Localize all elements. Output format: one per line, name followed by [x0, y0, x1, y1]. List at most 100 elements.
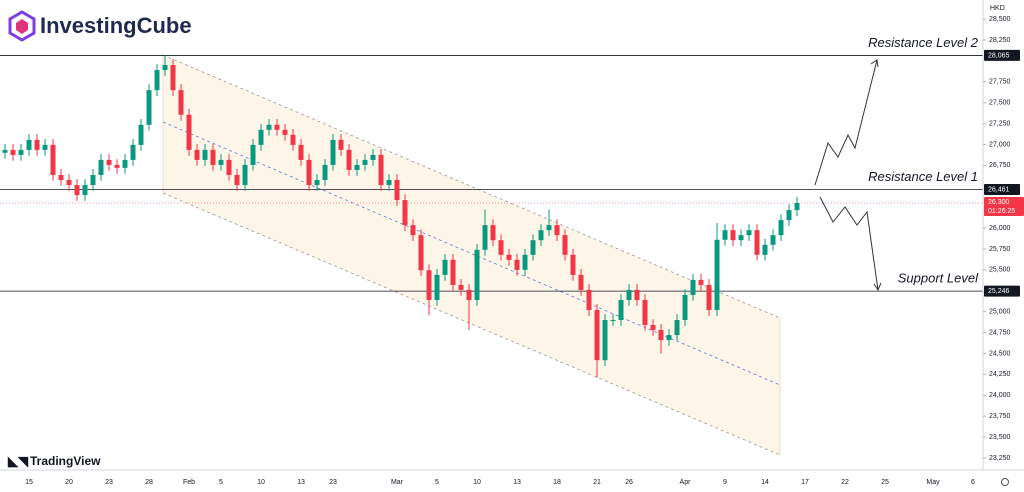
candle-body	[394, 179, 400, 201]
x-tick-label: 18	[553, 479, 561, 486]
candle-body	[370, 154, 376, 160]
y-tick-label: 25,000	[989, 309, 1011, 316]
candle-body	[730, 230, 736, 241]
candle-body	[378, 154, 384, 186]
currency: HKD	[990, 5, 1005, 12]
candle-body	[762, 244, 768, 255]
candle-body	[410, 225, 416, 236]
y-tick-label: 27,750	[989, 79, 1011, 86]
candle-body	[426, 270, 432, 300]
candle-body	[626, 289, 632, 300]
candle-body	[322, 164, 328, 180]
candle-body	[458, 284, 464, 290]
candle-body	[146, 90, 152, 125]
candle-body	[114, 164, 120, 168]
brand-logo: InvestingCube	[8, 10, 192, 42]
candle-body	[194, 149, 200, 160]
level-badge-label: 26,461	[988, 186, 1010, 193]
candle-body	[442, 259, 448, 275]
x-tick-label: 23	[105, 479, 113, 486]
candle-body	[122, 159, 128, 168]
x-tick-label: 15	[25, 479, 33, 486]
candle-body	[330, 139, 336, 165]
candle-body	[226, 159, 232, 175]
candle-body	[658, 330, 664, 341]
x-tick-label: 6	[971, 479, 975, 486]
x-tick-label: 26	[625, 479, 633, 486]
candle-body	[258, 129, 264, 145]
y-tick-label: 25,500	[989, 267, 1011, 274]
level-badge-label: 28,065	[988, 52, 1010, 59]
x-tick-label: 20	[65, 479, 73, 486]
candle-body	[98, 159, 104, 175]
candle-body	[274, 124, 280, 130]
candle-body	[586, 289, 592, 310]
level-badge-label: 25,246	[988, 288, 1010, 295]
candle-body	[154, 70, 160, 91]
candle-body	[690, 279, 696, 295]
candle-body	[722, 230, 728, 240]
tv-icon: ◣◥	[7, 453, 29, 468]
y-tick-label: 23,750	[989, 413, 1011, 420]
x-tick-label: 10	[257, 479, 265, 486]
candle-body	[186, 114, 192, 150]
projection-down	[819, 196, 879, 291]
levels: Resistance Level 2 Resistance Level 1 Supp…	[0, 35, 983, 292]
candle-body	[666, 335, 672, 341]
candle-body	[746, 230, 752, 236]
candle-body	[162, 65, 168, 71]
watermark: ◣◥ TradingView	[7, 453, 101, 468]
candle-body	[138, 124, 144, 145]
candle-body	[290, 134, 296, 145]
y-tick-label: 28,500	[989, 16, 1011, 23]
candle-body	[482, 225, 488, 250]
candle-body	[498, 240, 504, 255]
candle-body	[130, 144, 136, 160]
candle-body	[298, 144, 304, 160]
y-tick-label: 24,500	[989, 350, 1011, 357]
candle-body	[170, 65, 176, 91]
candle-body	[674, 320, 680, 336]
y-tick-label: 25,750	[989, 246, 1011, 253]
y-tick-label: 24,750	[989, 329, 1011, 336]
candle-body	[74, 185, 80, 196]
candle-body	[106, 159, 112, 165]
candle-body	[490, 225, 496, 241]
x-tick-label: Mar	[391, 479, 404, 486]
projection-up	[814, 59, 878, 186]
candle-body	[354, 164, 360, 170]
candle-body	[578, 274, 584, 290]
x-tick-label: 10	[473, 479, 481, 486]
x-tick-label: 17	[801, 479, 809, 486]
candle-body	[402, 200, 408, 226]
channel-upper	[162, 54, 781, 319]
settings-icon[interactable]	[1001, 478, 1009, 486]
candle-body	[386, 179, 392, 186]
level-label: Resistance Level 2	[868, 35, 979, 50]
candle-body	[522, 254, 528, 270]
candle-body	[90, 174, 96, 186]
candle-body	[650, 325, 656, 331]
candle-body	[58, 174, 64, 180]
x-tick-label: 9	[723, 479, 727, 486]
y-tick-label: 24,000	[989, 392, 1011, 399]
candle-body	[466, 289, 472, 300]
candle-body	[786, 210, 792, 221]
candle-body	[450, 259, 456, 285]
candle-body	[50, 144, 56, 175]
candle-body	[314, 179, 320, 186]
candles	[2, 55, 800, 378]
level-badge	[984, 184, 1020, 196]
last-price-label: 26,300	[988, 199, 1010, 206]
candle-body	[434, 274, 440, 300]
candle-body	[538, 230, 544, 241]
x-tick-label: 13	[297, 479, 305, 486]
candle-body	[770, 235, 776, 245]
candle-body	[338, 139, 344, 150]
y-tick-label: 27,000	[989, 141, 1011, 148]
candle-body	[282, 129, 288, 135]
countdown: 01:26:25	[988, 208, 1015, 215]
candle-body	[610, 320, 616, 322]
